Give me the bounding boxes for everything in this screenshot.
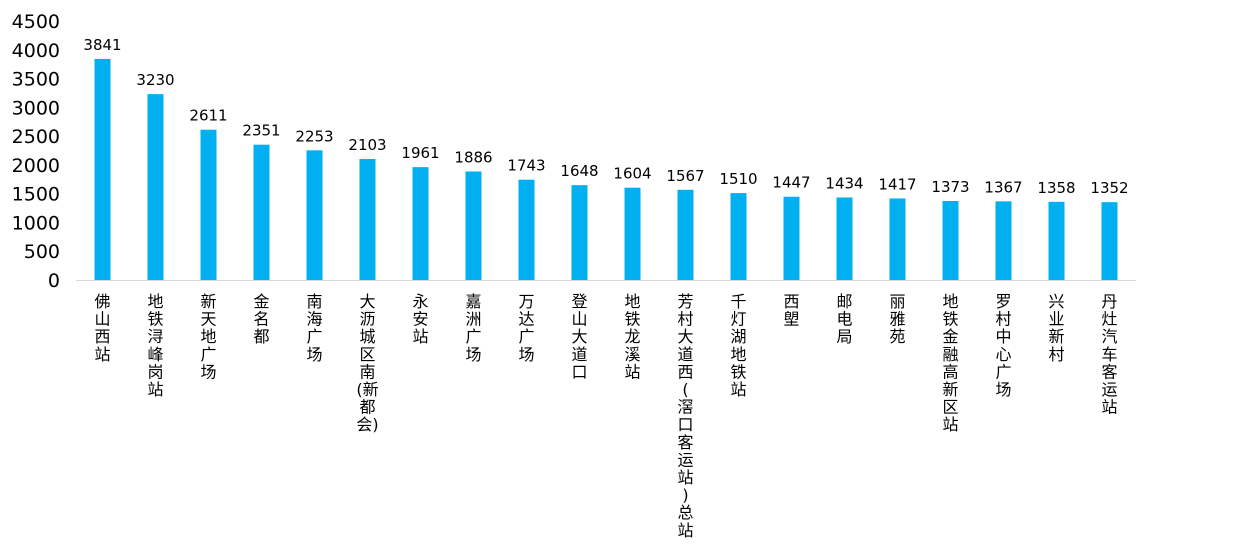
x-tick-label: 嘉洲广场 xyxy=(465,292,481,364)
bar xyxy=(306,150,323,280)
x-tick-label: 西塱 xyxy=(783,292,799,329)
y-tick-label: 4000 xyxy=(12,40,60,62)
y-tick-label: 1000 xyxy=(12,212,60,234)
data-label: 3841 xyxy=(83,36,121,54)
data-label: 1373 xyxy=(931,178,969,196)
y-tick-label: 0 xyxy=(48,270,60,292)
y-tick-label: 1500 xyxy=(12,184,60,206)
data-label: 1886 xyxy=(454,148,492,166)
data-label: 2611 xyxy=(189,107,227,125)
x-tick-label: 登山大道口 xyxy=(571,292,587,381)
x-tick-label: 大沥城区南(新都会) xyxy=(356,292,378,434)
x-tick-label: 兴业新村 xyxy=(1048,292,1064,364)
x-tick-label: 新天地广场 xyxy=(200,292,216,381)
bar xyxy=(677,189,694,280)
y-tick-label: 500 xyxy=(24,241,60,263)
bar xyxy=(200,129,217,280)
bar xyxy=(889,198,906,280)
bar xyxy=(783,196,800,280)
bar xyxy=(518,179,535,280)
x-tick-label: 地铁龙溪站 xyxy=(624,292,640,381)
data-label: 2103 xyxy=(348,136,386,154)
bar xyxy=(465,171,482,280)
bar xyxy=(253,144,270,280)
bar xyxy=(147,94,164,281)
x-tick-label: 罗村中心广场 xyxy=(995,292,1011,399)
bar xyxy=(94,58,111,281)
data-label: 1367 xyxy=(984,178,1022,196)
x-tick-label: 南海广场 xyxy=(306,292,322,364)
data-labels: 3841 3230 2611 2351 2253 2103 1961 1886 1743 1648… xyxy=(83,36,1128,197)
bar xyxy=(995,201,1012,280)
bar xyxy=(836,197,853,280)
data-label: 1743 xyxy=(507,157,545,175)
x-tick-label: 万达广场 xyxy=(518,292,534,364)
data-label: 1567 xyxy=(666,167,704,185)
data-label: 1352 xyxy=(1090,179,1128,197)
data-label: 1434 xyxy=(825,174,863,192)
data-label: 1447 xyxy=(772,174,810,192)
bar xyxy=(412,167,429,280)
data-label: 1417 xyxy=(878,175,916,193)
x-tick-label: 佛山西站 xyxy=(94,292,110,364)
data-label: 2253 xyxy=(295,127,333,145)
x-tick-label: 金名都 xyxy=(253,292,269,346)
bar xyxy=(571,185,588,280)
y-tick-label: 4500 xyxy=(12,11,60,33)
x-tick-label: 地铁金融高新区站 xyxy=(942,292,958,434)
data-label: 1604 xyxy=(613,165,651,183)
data-label: 1648 xyxy=(560,162,598,180)
data-label: 1358 xyxy=(1037,179,1075,197)
bar xyxy=(942,200,959,280)
y-tick-label: 3000 xyxy=(12,97,60,119)
x-tick-label: 永安站 xyxy=(412,292,428,346)
data-label: 3230 xyxy=(136,71,174,89)
y-tick-label: 2500 xyxy=(12,126,60,148)
x-tick-label: 丹灶汽车客运站 xyxy=(1101,292,1117,417)
bar xyxy=(624,187,641,280)
bar xyxy=(730,193,747,280)
bar xyxy=(1048,201,1065,280)
x-tick-label: 地铁浔峰岗站 xyxy=(147,292,163,399)
data-label: 1961 xyxy=(401,144,439,162)
y-tick-label: 3500 xyxy=(12,69,60,91)
x-tick-label: 丽雅苑 xyxy=(889,292,905,346)
x-tick-label: 邮电局 xyxy=(836,292,852,346)
bars xyxy=(94,58,1118,281)
data-label: 1510 xyxy=(719,170,757,188)
x-axis-labels: 佛山西站 地铁浔峰岗站 新天地广场 金名都 南海广场 大沥城区南(新都会) 永安站 嘉洲广场 万… xyxy=(94,292,1117,540)
bar xyxy=(1101,202,1118,280)
data-label: 2351 xyxy=(242,122,280,140)
bar xyxy=(359,158,376,280)
y-tick-label: 2000 xyxy=(12,155,60,177)
x-tick-label: 芳村大道西(滘口客运站)总站 xyxy=(677,292,693,540)
y-axis: 0 500 1000 1500 2000 2500 3000 3500 4000 4500 xyxy=(12,11,60,292)
x-tick-label: 千灯湖地铁站 xyxy=(730,292,746,399)
